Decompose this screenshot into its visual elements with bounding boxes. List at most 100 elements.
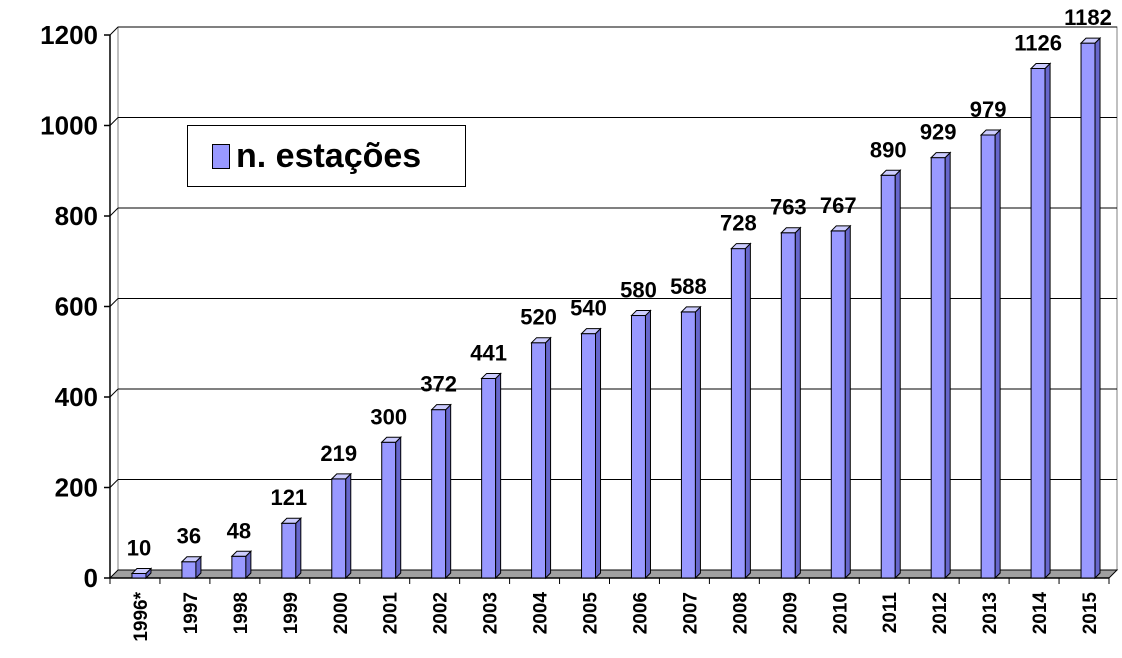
x-tick-label-1998: 1998 — [231, 592, 252, 634]
y-tick-label: 1000 — [40, 111, 98, 141]
y-tick-label: 800 — [55, 201, 98, 231]
data-label-1996*: 10 — [127, 535, 151, 560]
floor — [108, 569, 1119, 579]
bar-side — [595, 327, 602, 580]
bar-top — [230, 550, 253, 557]
data-label-2012: 929 — [920, 120, 957, 145]
bar-1998 — [230, 550, 253, 580]
bar-front — [481, 377, 497, 579]
bar-2003 — [480, 372, 502, 580]
x-tick-label-2011: 2011 — [880, 592, 901, 634]
x-tick-label-2005: 2005 — [581, 592, 602, 635]
bar-front — [680, 311, 696, 579]
bar-1996* — [130, 567, 153, 580]
x-tick-label-1997: 1997 — [181, 592, 202, 634]
x-tick-label-2012: 2012 — [930, 592, 951, 634]
bar-1999 — [280, 517, 303, 580]
x-tick-label-1999: 1999 — [281, 592, 302, 634]
bar-side — [495, 372, 502, 580]
bar-front — [1030, 67, 1046, 579]
bar-2013 — [979, 128, 1002, 580]
bar-side — [994, 128, 1001, 580]
bar-2006 — [630, 309, 652, 580]
data-label-2007: 588 — [670, 274, 707, 299]
x-tick-label-2015: 2015 — [1080, 592, 1101, 635]
bar-2002 — [430, 403, 452, 580]
bar-top — [730, 243, 752, 250]
bar-top — [880, 169, 902, 176]
bar-front — [880, 174, 896, 579]
gridline-diag — [109, 388, 119, 398]
y-axis-ticks: 0 200 400 600 800 1000 1200 — [40, 20, 110, 593]
bar-side — [844, 224, 851, 580]
gridline-diag — [109, 479, 119, 488]
bar-top — [180, 556, 203, 563]
bar-top — [680, 306, 702, 313]
x-tick-label-2003: 2003 — [481, 592, 502, 634]
data-label-2011: 890 — [870, 137, 907, 162]
gridline-diag — [109, 26, 119, 36]
bar-top — [480, 372, 502, 379]
bar-2000 — [330, 472, 352, 580]
gridline-diag — [109, 117, 119, 126]
gridline-diag — [109, 207, 119, 217]
x-tick-label-2010: 2010 — [830, 592, 851, 634]
bar-2009 — [780, 226, 802, 580]
bar-2012 — [929, 151, 952, 580]
bar-side — [794, 226, 801, 580]
bar-front — [980, 134, 996, 579]
bar-side — [1044, 62, 1051, 580]
bar-front — [531, 342, 547, 579]
bar-top — [130, 567, 153, 574]
bar-2007 — [680, 305, 702, 580]
data-label-1999: 121 — [270, 485, 307, 510]
data-label-2013: 979 — [970, 97, 1007, 122]
bar-side — [345, 472, 352, 580]
data-label-2014: 1126 — [1014, 30, 1062, 55]
bar-top — [430, 404, 452, 411]
bar-front — [1080, 42, 1096, 579]
bar-top — [380, 436, 402, 443]
bar-2001 — [380, 436, 402, 580]
bar-front — [581, 333, 597, 579]
legend: n. estações — [187, 125, 466, 187]
gridline-diag — [109, 298, 119, 307]
bar-top — [530, 337, 552, 344]
x-tick-label-2006: 2006 — [630, 592, 651, 634]
bar-top — [979, 129, 1002, 136]
bar-1997 — [180, 555, 203, 580]
x-tick-label-2008: 2008 — [730, 592, 751, 634]
bar-2014 — [1029, 62, 1052, 580]
bar-front — [131, 572, 147, 579]
x-tick-label-1996*: 1996* — [131, 591, 152, 641]
data-labels: 10 36 48 121 219 300 372 441 520 540 580 588 728 763 7… — [127, 5, 1112, 560]
plot-area — [108, 26, 1119, 579]
data-label-2000: 219 — [320, 441, 357, 466]
x-tick-label-2002: 2002 — [431, 592, 452, 634]
data-label-2005: 540 — [570, 296, 607, 321]
bar-side — [445, 403, 452, 580]
data-label-2001: 300 — [370, 404, 407, 429]
bar-2008 — [730, 242, 752, 580]
x-tick-label-2009: 2009 — [780, 592, 801, 634]
x-tick-label-2013: 2013 — [980, 592, 1001, 634]
bar-front — [730, 248, 746, 579]
data-label-2009: 763 — [770, 195, 807, 220]
bar-2005 — [580, 327, 602, 580]
y-tick-label: 600 — [55, 292, 98, 322]
y-tick-label: 200 — [55, 473, 98, 503]
bar-front — [181, 561, 197, 579]
bar-front — [331, 478, 347, 579]
y-tick-label: 400 — [55, 382, 98, 412]
bar-top — [580, 328, 602, 335]
data-label-2010: 767 — [820, 193, 857, 218]
y-tick-label: 1200 — [40, 20, 98, 50]
bars — [130, 36, 1102, 580]
bar-side — [295, 517, 302, 580]
bar-front — [930, 157, 946, 579]
bar-side — [894, 169, 901, 580]
data-label-1997: 36 — [177, 524, 201, 549]
x-tick-label-2001: 2001 — [381, 592, 402, 635]
bar-top — [780, 227, 802, 234]
